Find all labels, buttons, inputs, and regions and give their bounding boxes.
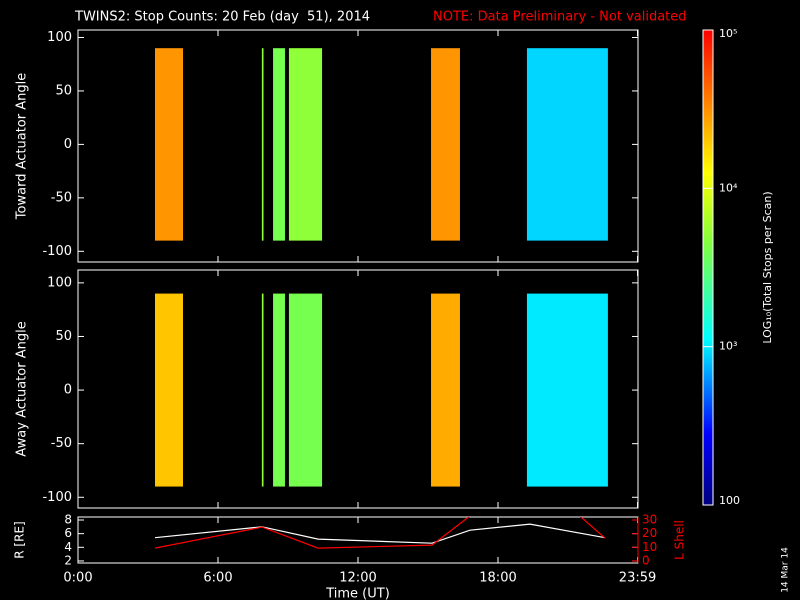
note: NOTE: Data Preliminary - Not validated	[433, 10, 687, 25]
spectrogram-block	[526, 48, 608, 241]
y2-tick-label: 30	[642, 513, 657, 527]
colorbar	[703, 30, 713, 505]
spectrogram-block	[261, 293, 264, 487]
y-tick-label: 0	[64, 383, 72, 398]
spectrogram-block	[273, 48, 285, 241]
y-tick-label: 8	[64, 513, 72, 527]
x-tick-label: 12:00	[339, 571, 376, 586]
y-tick-label: 50	[55, 83, 72, 98]
y-tick-label: 100	[47, 275, 72, 290]
colorbar-tick-label: 10⁵	[719, 27, 737, 40]
x-tick-label: 6:00	[203, 571, 232, 586]
y-tick-label: -100	[42, 490, 72, 505]
spectrogram-block	[273, 293, 285, 487]
date-stamp: 14 Mar 14	[781, 547, 791, 593]
line-series	[154, 517, 606, 549]
colorbar-label: LOG₁₀(Total Stops per Scan)	[761, 191, 774, 343]
spectrogram-block	[526, 293, 608, 487]
y2-tick-label: 0	[642, 553, 650, 567]
y-tick-label: -100	[42, 244, 72, 259]
y-tick-label: 100	[47, 30, 72, 45]
y-tick-label: 2	[64, 553, 72, 567]
y-axis-label: Toward Actuator Angle	[15, 73, 30, 220]
y-tick-label: -50	[51, 190, 72, 205]
y2-axis-label: L Shell	[673, 520, 687, 560]
spectrogram-block	[431, 293, 460, 487]
y2-tick-label: 20	[642, 526, 657, 540]
colorbar-tick-label: 100	[719, 494, 740, 507]
y-tick-label: -50	[51, 436, 72, 451]
x-tick-label: 23:59	[619, 571, 656, 586]
spectrogram-block	[261, 48, 264, 241]
spectrogram-block	[288, 48, 323, 241]
colorbar-tick-label: 10³	[719, 340, 737, 353]
y-axis-label: R [RE]	[13, 521, 27, 558]
spectrogram-block	[431, 48, 460, 241]
colorbar-tick-label: 10⁴	[719, 181, 738, 194]
spectrogram-block	[155, 293, 183, 487]
y-axis-label: Away Actuator Angle	[15, 321, 30, 456]
title: TWINS2: Stop Counts: 20 Feb (day 51), 20…	[74, 10, 370, 25]
y-tick-label: 6	[64, 526, 72, 540]
x-tick-label: 0:00	[63, 571, 92, 586]
y-tick-label: 50	[55, 329, 72, 344]
y-tick-label: 4	[64, 540, 72, 554]
y2-tick-label: 10	[642, 540, 657, 554]
x-axis-label: Time (UT)	[325, 587, 390, 600]
y-tick-label: 0	[64, 137, 72, 152]
spectrogram-block	[155, 48, 183, 241]
spectrogram-block	[288, 293, 323, 487]
x-tick-label: 18:00	[479, 571, 516, 586]
